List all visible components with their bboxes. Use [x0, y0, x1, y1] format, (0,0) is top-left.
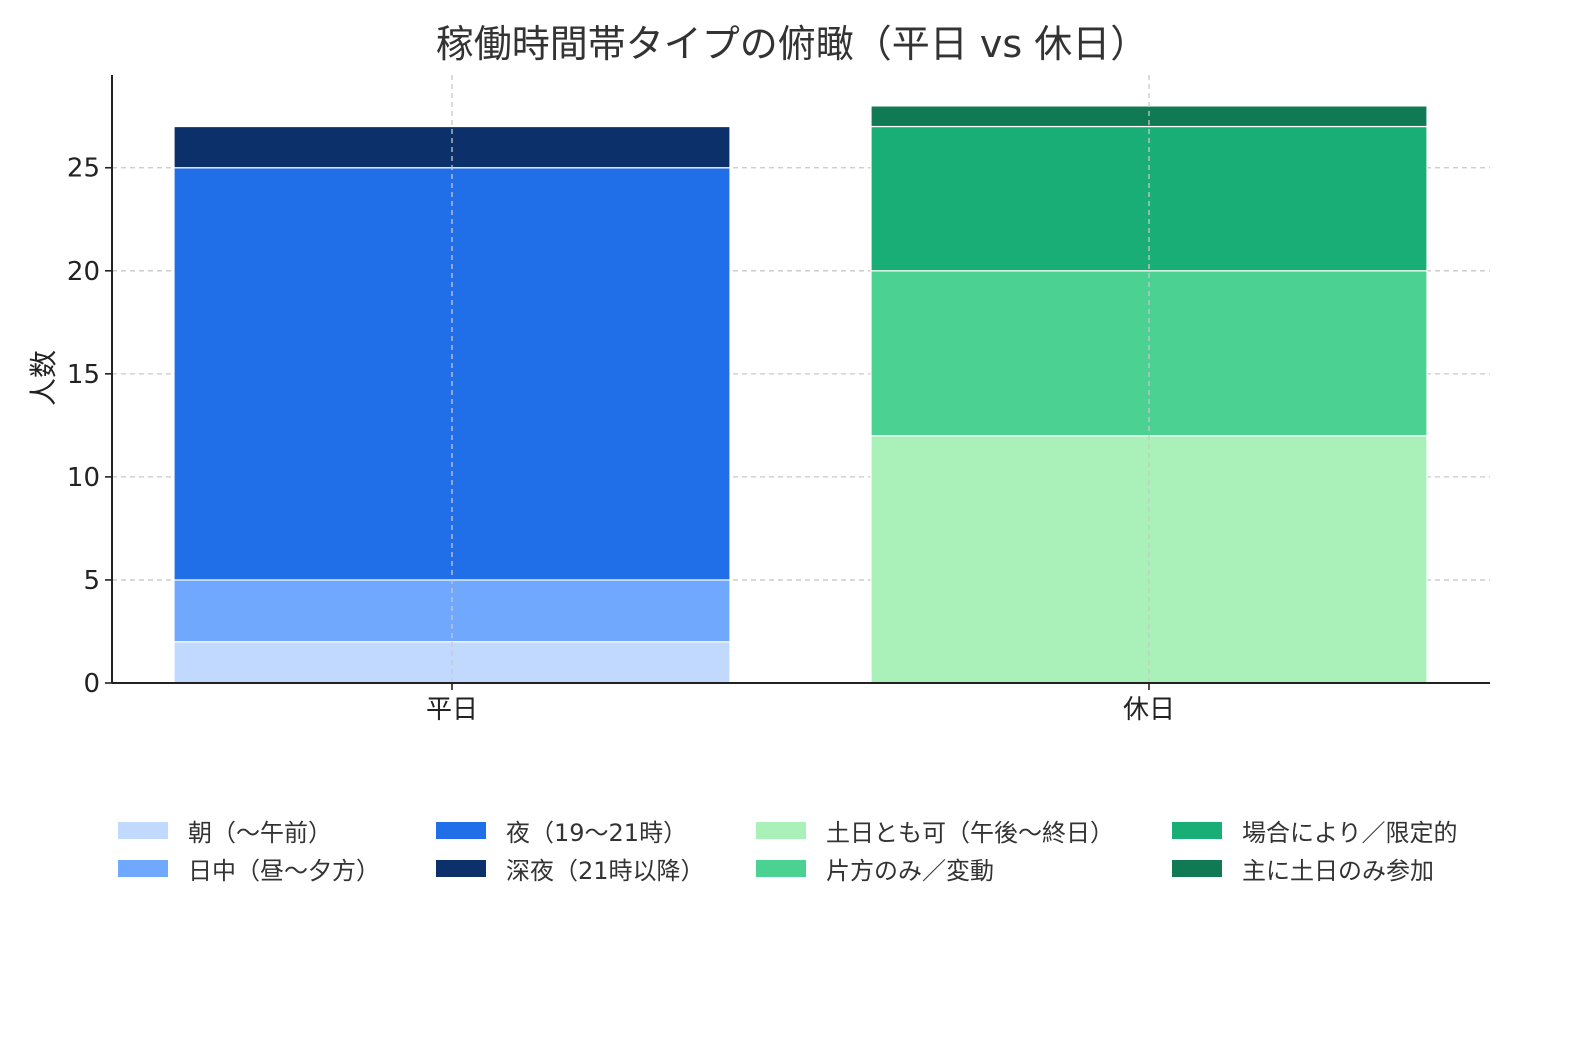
legend-label: 土日とも可（午後〜終日） — [826, 818, 1114, 847]
legend-item: 片方のみ／変動 — [756, 854, 1172, 885]
legend-item: 日中（昼〜夕方） — [118, 854, 436, 885]
legend-swatch — [436, 821, 486, 839]
x-tick-label: 平日 — [426, 695, 478, 725]
legend-label: 場合により／限定的 — [1242, 818, 1458, 847]
legend-swatch — [118, 821, 168, 839]
y-tick-label: 20 — [67, 257, 100, 287]
y-tick-label: 15 — [67, 360, 100, 390]
legend: 朝（〜午前） 夜（19〜21時） 土日とも可（午後〜終日） 場合により／限定的日中（昼… — [118, 816, 1558, 885]
legend-swatch — [118, 859, 168, 877]
y-tick-label: 25 — [67, 154, 100, 184]
legend-swatch — [756, 821, 806, 839]
legend-item: 主に土日のみ参加 — [1172, 854, 1482, 885]
legend-label: 片方のみ／変動 — [826, 856, 994, 885]
chart-title: 稼働時間帯タイプの俯瞰（平日 vs 休日） — [436, 22, 1148, 66]
y-axis-label: 人数 — [27, 350, 60, 406]
axes: 0 5 10 15 20 25 平日 休日 — [67, 75, 1490, 725]
legend-label: 主に土日のみ参加 — [1242, 856, 1434, 885]
legend-label: 日中（昼〜夕方） — [188, 856, 380, 885]
y-tick-label: 0 — [83, 669, 100, 699]
legend-swatch — [1172, 821, 1222, 839]
legend-item: 夜（19〜21時） — [436, 816, 756, 847]
legend-label: 朝（〜午前） — [188, 818, 332, 847]
legend-swatch — [436, 859, 486, 877]
legend-item: 深夜（21時以降） — [436, 854, 756, 885]
legend-swatch — [756, 859, 806, 877]
legend-label: 夜（19〜21時） — [506, 818, 688, 847]
legend-swatch — [1172, 859, 1222, 877]
x-tick-label: 休日 — [1123, 695, 1175, 725]
bars — [173, 105, 1428, 684]
legend-item: 土日とも可（午後〜終日） — [756, 816, 1172, 847]
legend-label: 深夜（21時以降） — [506, 856, 705, 885]
y-tick-label: 5 — [83, 566, 100, 596]
legend-item: 朝（〜午前） — [118, 816, 436, 847]
legend-item: 場合により／限定的 — [1172, 816, 1482, 847]
y-tick-label: 10 — [67, 463, 100, 493]
